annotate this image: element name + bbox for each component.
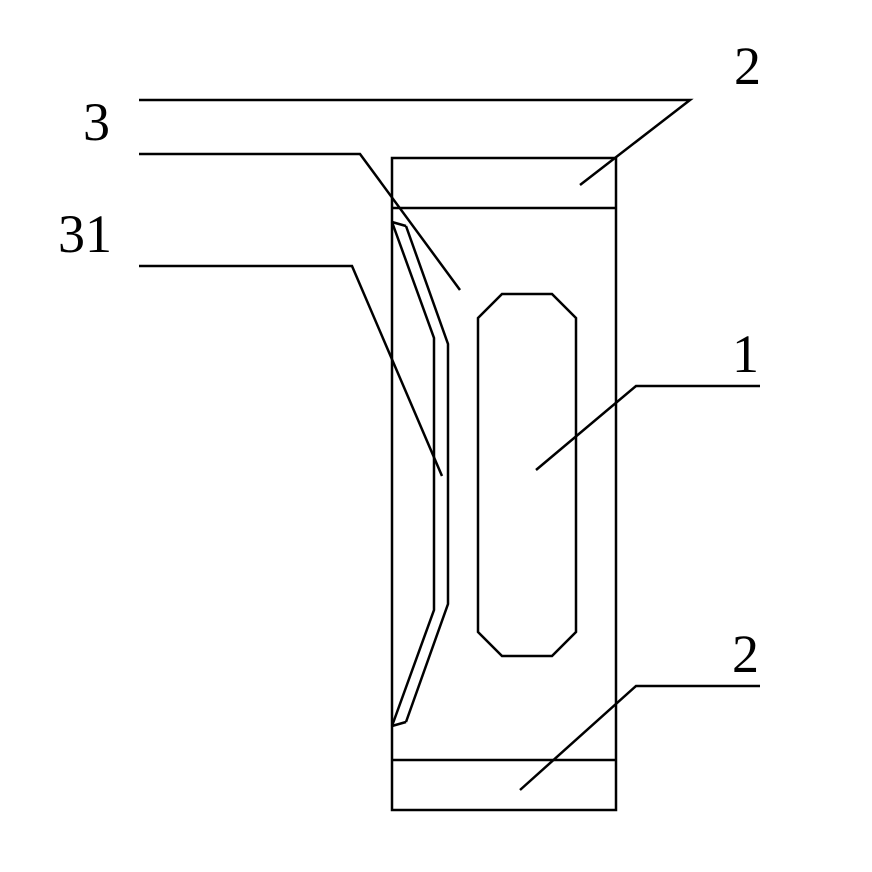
outer-rect: [392, 158, 616, 810]
label-31: 31: [58, 204, 112, 264]
technical-drawing: 2 3 31 1 2: [0, 0, 872, 872]
label-2-top: 2: [734, 36, 761, 96]
label-3: 3: [83, 92, 110, 152]
label-1: 1: [732, 324, 759, 384]
central-slot: [478, 294, 576, 656]
leader-1: [536, 386, 760, 470]
leader-3: [139, 154, 460, 290]
label-2-bottom: 2: [732, 624, 759, 684]
leader-2-bottom: [520, 686, 760, 790]
leader-2-top: [139, 100, 690, 185]
leader-31: [139, 266, 442, 476]
left-profile: [392, 222, 434, 726]
